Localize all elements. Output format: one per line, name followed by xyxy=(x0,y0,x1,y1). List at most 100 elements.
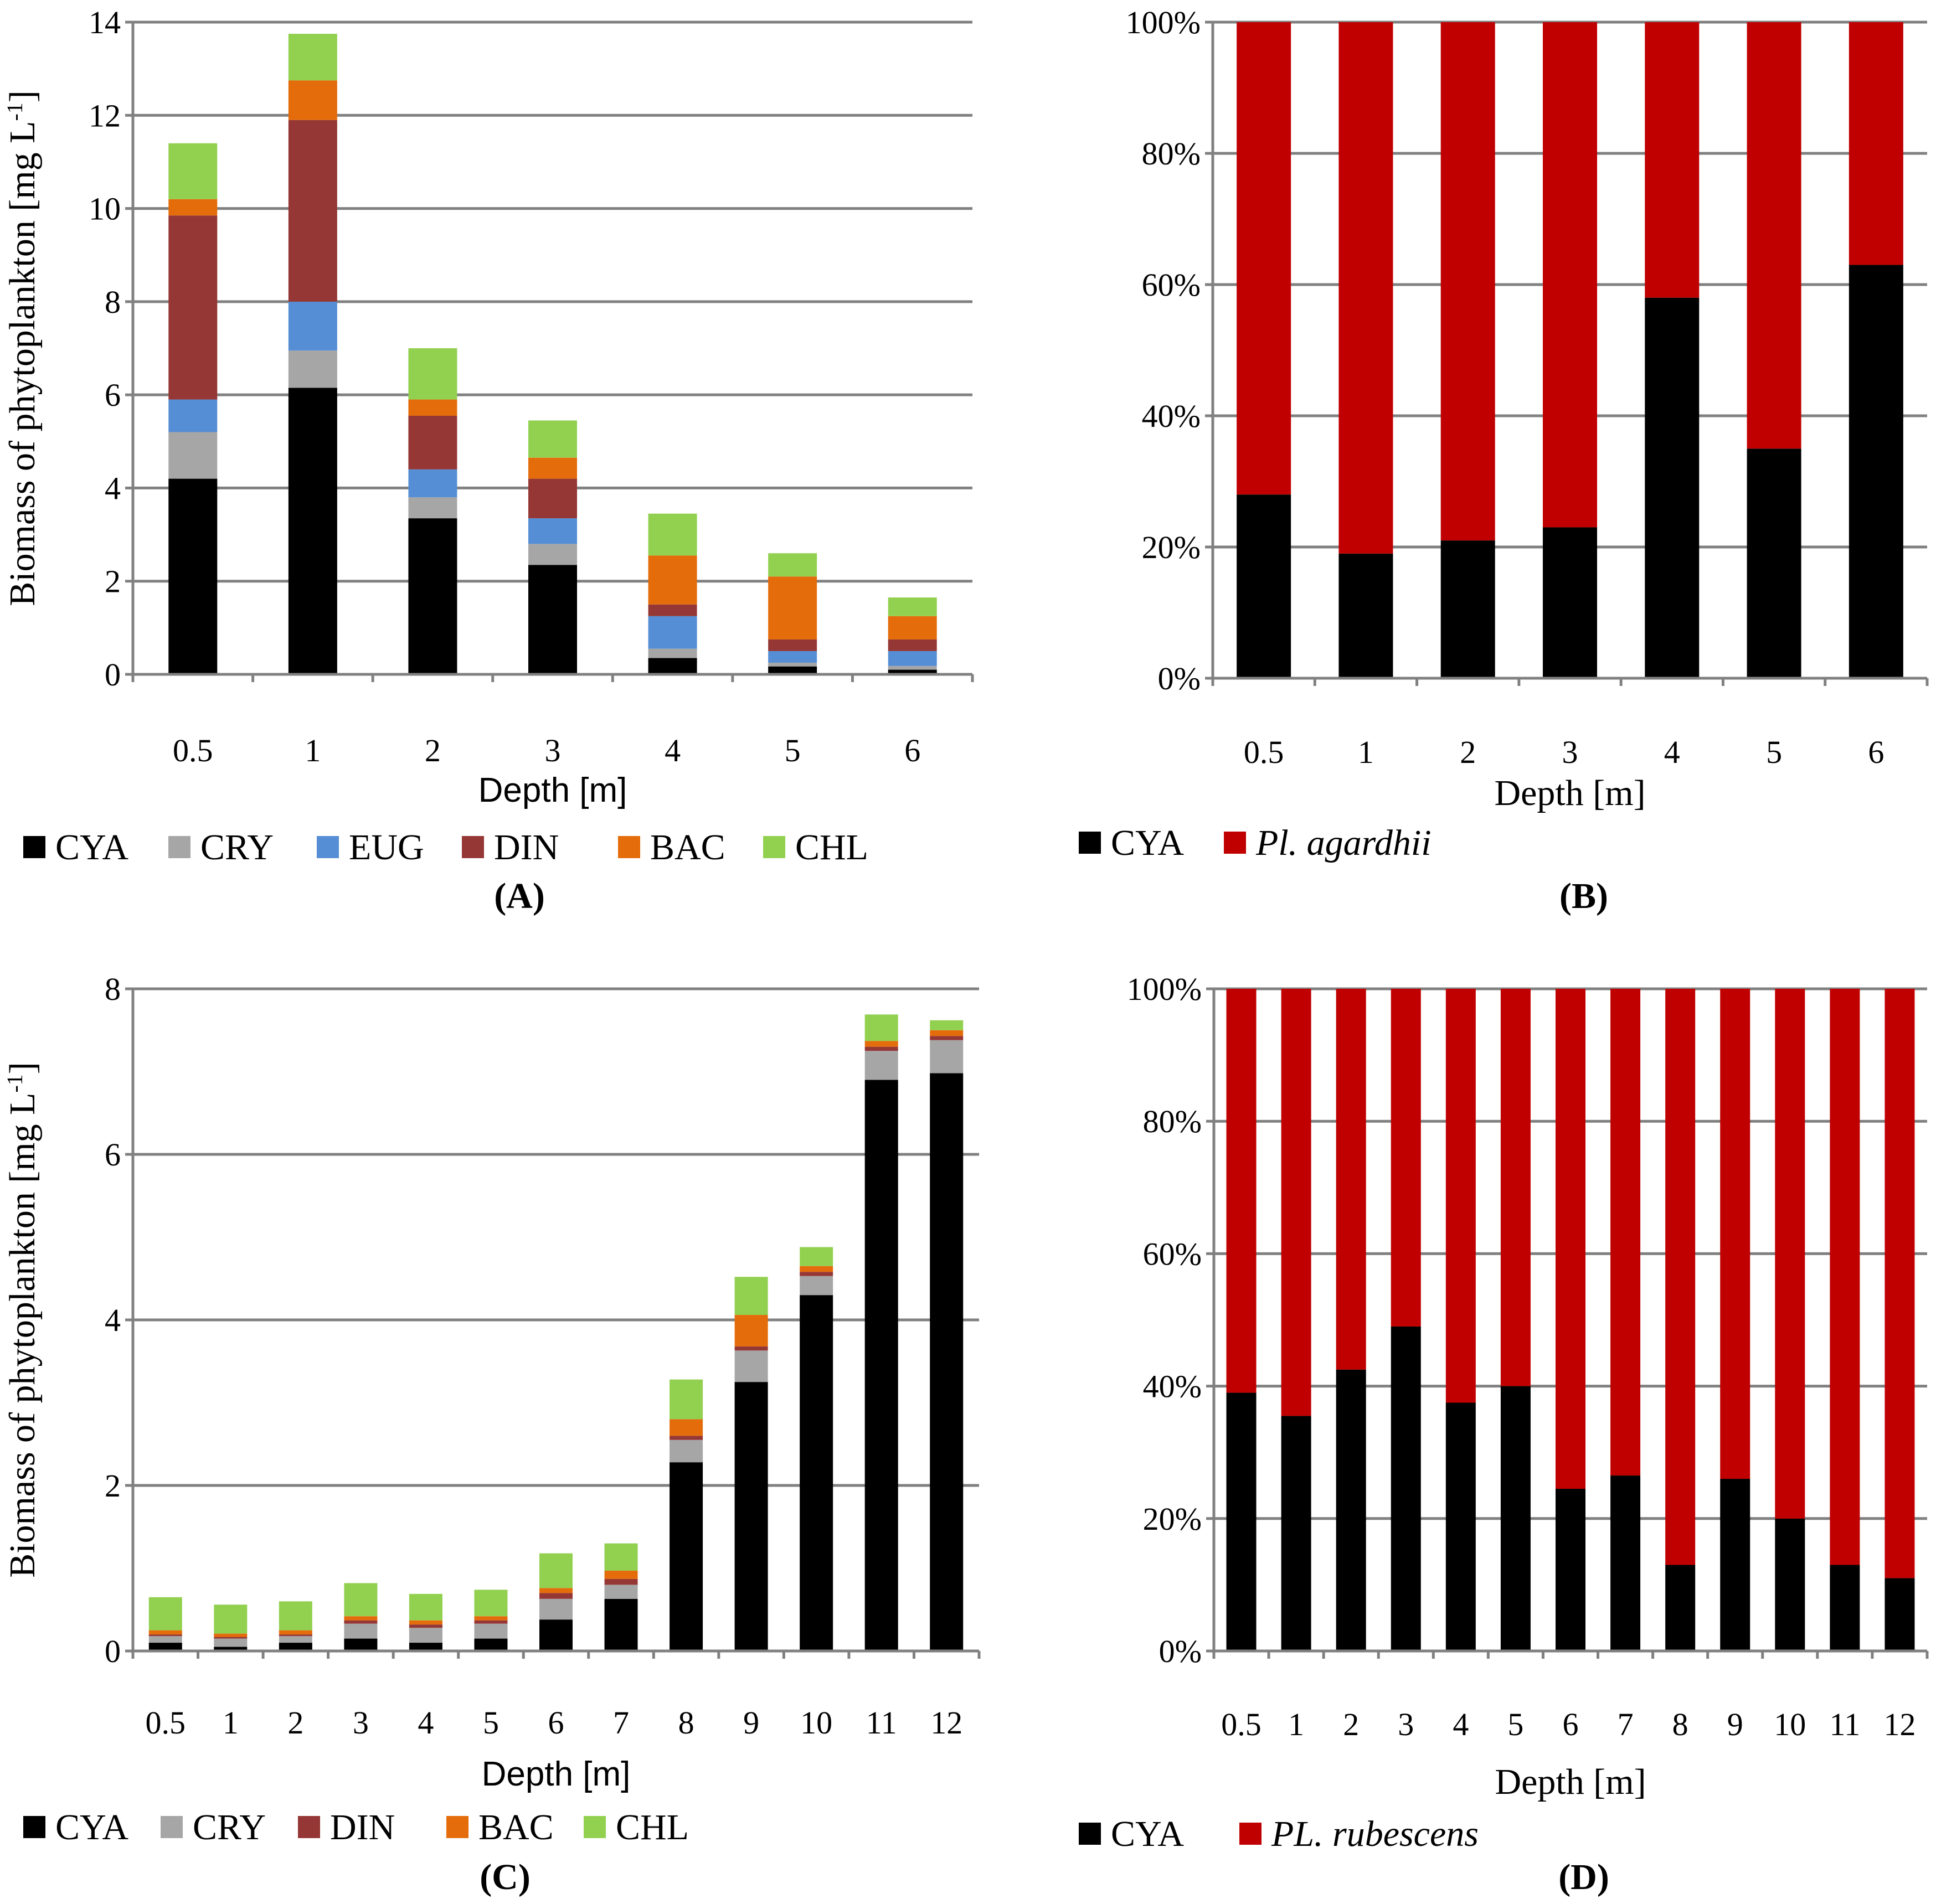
panel-label: (D) xyxy=(1558,1857,1609,1897)
legend-label-cry: CRY xyxy=(193,1807,266,1848)
y-tick-label: 8 xyxy=(105,971,121,1007)
panel-d: 0% 20% 40% 60% 80% 100% 0.5 1 2 3 4 5 6 7 8 9 10 11 12 Dept… xyxy=(968,941,1936,1904)
bar-cya-3 xyxy=(1391,1326,1421,1651)
x-tick-label: 5 xyxy=(1507,1706,1523,1742)
bar-pl-0.5 xyxy=(1237,22,1291,495)
bar-cry-11 xyxy=(864,1051,898,1080)
x-tick-label: 6 xyxy=(904,732,920,768)
bar-bac-3 xyxy=(528,457,577,479)
bar-cry-2 xyxy=(279,1636,312,1643)
x-tick-label: 1 xyxy=(223,1705,239,1741)
bar-chl-1 xyxy=(288,34,337,81)
panel-label: (B) xyxy=(1559,876,1608,916)
bar-chl-12 xyxy=(930,1020,964,1030)
bar-bac-0.5 xyxy=(168,199,218,216)
panel-label: (C) xyxy=(480,1857,531,1897)
bar-cya-5 xyxy=(1500,1386,1531,1651)
bar-din-1 xyxy=(288,120,337,302)
bar-cry-9 xyxy=(734,1350,768,1382)
y-tick-label: 6 xyxy=(105,1137,121,1173)
bar-chl-10 xyxy=(800,1247,833,1266)
bar-cya-2 xyxy=(1440,540,1495,678)
bar-cya-0.5 xyxy=(1226,1392,1257,1651)
y-tick-label: 40% xyxy=(1142,398,1201,434)
x-tick-label: 12 xyxy=(1883,1706,1916,1742)
bar-pl-4 xyxy=(1645,22,1700,298)
bar-cya-8 xyxy=(1665,1565,1696,1651)
legend-swatch-pl xyxy=(1239,1823,1262,1845)
bar-cry-4 xyxy=(409,1628,442,1643)
bar-bac-1 xyxy=(288,80,337,120)
legend-swatch-din xyxy=(462,836,484,858)
bar-pl-8 xyxy=(1665,989,1696,1565)
legend-label-din: DIN xyxy=(330,1807,395,1848)
bar-din-5 xyxy=(474,1620,508,1624)
bar-cya-1 xyxy=(1281,1416,1311,1651)
y-tick-label: 4 xyxy=(105,1302,121,1338)
y-axis-title-end: ] xyxy=(2,1062,43,1074)
bar-pl-1 xyxy=(1338,22,1393,554)
bar-cry-5 xyxy=(768,662,817,667)
y-tick-label: 4 xyxy=(105,470,121,506)
bar-cya-7 xyxy=(604,1598,638,1651)
legend-label-cya: CYA xyxy=(55,1807,128,1848)
bar-cya-9 xyxy=(1720,1479,1750,1651)
y-tick-label: 20% xyxy=(1142,529,1201,565)
y-tick-label: 60% xyxy=(1143,1236,1202,1272)
x-tick-label: 10 xyxy=(800,1705,832,1741)
legend-label-bac: BAC xyxy=(650,827,725,868)
x-axis-title: Depth [m] xyxy=(478,771,627,809)
y-tick-label: 100% xyxy=(1127,971,1202,1007)
bar-pl-1 xyxy=(1281,989,1311,1416)
bar-chl-1 xyxy=(214,1604,248,1634)
y-axis-title-sup: -1 xyxy=(2,102,27,121)
y-tick-label: 20% xyxy=(1143,1501,1202,1537)
bar-bac-10 xyxy=(800,1266,833,1272)
bar-cya-7 xyxy=(1610,1475,1641,1651)
x-tick-label: 12 xyxy=(930,1705,962,1741)
bar-cry-3 xyxy=(344,1623,378,1639)
x-axis-title: Depth [m] xyxy=(1495,1762,1646,1802)
bar-chl-0.5 xyxy=(148,1597,182,1630)
bar-din-4 xyxy=(409,1624,442,1628)
bar-cry-10 xyxy=(800,1276,833,1296)
y-tick-label: 2 xyxy=(105,1468,121,1504)
bar-cya-6 xyxy=(539,1619,573,1651)
bar-cry-2 xyxy=(408,497,457,519)
bar-chl-8 xyxy=(670,1379,703,1420)
bar-cry-12 xyxy=(930,1040,964,1074)
bar-cya-12 xyxy=(1884,1578,1915,1651)
bar-chl-3 xyxy=(528,420,577,458)
bar-chl-3 xyxy=(344,1583,378,1617)
x-tick-label: 6 xyxy=(1868,734,1884,770)
bar-cya-9 xyxy=(734,1382,768,1651)
y-tick-label: 80% xyxy=(1142,136,1201,172)
x-axis-title: Depth [m] xyxy=(1494,773,1645,813)
bar-din-0.5 xyxy=(168,215,218,400)
bar-cya-12 xyxy=(930,1073,964,1651)
legend-swatch-cya xyxy=(23,1816,45,1838)
bar-cya-5 xyxy=(768,666,817,674)
x-tick-label: 2 xyxy=(1460,734,1476,770)
legend-swatch-bac xyxy=(618,836,640,858)
bar-pl-3 xyxy=(1543,22,1597,528)
bar-pl-7 xyxy=(1610,989,1641,1476)
bar-chl-11 xyxy=(864,1014,898,1041)
legend-swatch-din xyxy=(298,1816,320,1838)
bar-bac-4 xyxy=(648,555,697,605)
x-tick-label: 5 xyxy=(785,732,801,768)
bar-chl-6 xyxy=(539,1553,573,1588)
legend-swatch-cya xyxy=(1079,832,1101,854)
x-tick-label: 3 xyxy=(1562,734,1578,770)
bar-pl-6 xyxy=(1849,22,1903,265)
panel-b: 0% 20% 40% 60% 80% 100% 0.5 1 2 3 4 5 6 Depth [m] CYA P… xyxy=(968,0,1936,941)
bar-cya-3 xyxy=(528,565,577,674)
bar-cya-3 xyxy=(1543,527,1597,678)
y-axis-title-main: Biomass of phytoplankton [mg L xyxy=(2,121,43,606)
bar-cry-1 xyxy=(214,1638,248,1647)
bar-cya-1 xyxy=(214,1647,248,1651)
bar-pl-11 xyxy=(1830,989,1860,1565)
bar-cya-0.5 xyxy=(168,478,218,674)
legend-swatch-cya xyxy=(23,836,45,858)
